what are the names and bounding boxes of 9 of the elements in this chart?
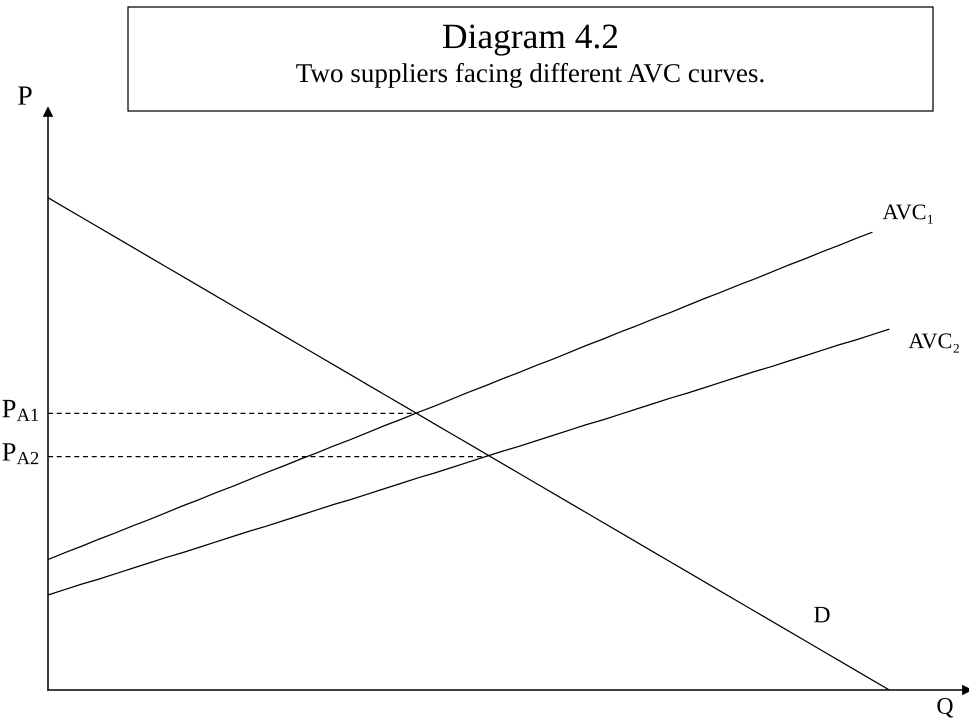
series-label: AVC₁ <box>882 204 933 224</box>
x-axis-title: Q <box>937 698 954 718</box>
y-axis-title: P <box>18 86 32 105</box>
chart-subtitle: Two suppliers facing different AVC curves. <box>296 62 764 88</box>
series-label: P$_{A1}$ <box>2 400 38 421</box>
series-label: P$_{A2}$ <box>2 443 38 464</box>
chart-title: Diagram 4.2 <box>443 24 618 56</box>
series-label: D <box>814 606 830 622</box>
series-label: AVC₂ <box>908 333 959 353</box>
